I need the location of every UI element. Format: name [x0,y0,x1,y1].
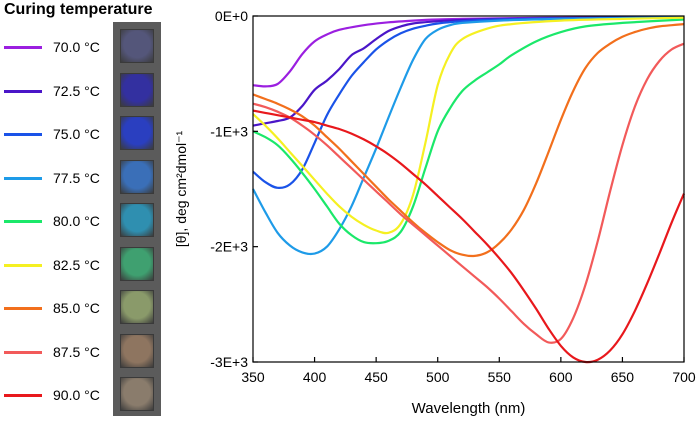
legend-entry: 82.5 °C [2,255,114,275]
y-tick-label: 0E+0 [215,8,248,24]
legend-label: 80.0 °C [53,213,100,229]
legend-entry: 80.0 °C [2,211,114,231]
series-line-3 [252,16,685,256]
series-line-6 [252,23,685,258]
series-line-7 [252,42,685,344]
x-axis-label: Wavelength (nm) [412,400,526,417]
legend-label: 70.0 °C [53,39,100,55]
legend-label: 72.5 °C [53,82,100,99]
legend-entry: 77.5 °C [2,168,114,188]
series-line-2 [252,16,685,189]
sample-photo [120,203,154,237]
sample-photo [120,377,154,411]
sample-photo [120,72,154,107]
plot-frame [252,15,685,363]
x-tick-label: 600 [549,369,573,385]
x-tick-label: 650 [611,369,635,385]
legend-line [4,350,42,354]
legend-line [4,89,42,93]
legend-line [4,263,42,267]
sample-photo [120,159,154,194]
legend-line [4,220,42,223]
sample-photo [120,29,154,63]
legend-line [4,176,42,180]
x-tick-label: 450 [364,369,388,385]
y-tick-label: -3E+3 [210,354,248,370]
x-tick-label: 350 [241,369,265,385]
sample-photo [120,246,154,281]
series-line-8 [252,109,686,364]
sample-photo [120,116,154,150]
legend-entry: 90.0 °C [2,385,114,405]
legend-label: 87.5 °C [53,343,100,360]
sample-photo-strip [113,22,161,416]
x-tick-label: 700 [672,369,696,385]
legend-entry: 72.5 °C [2,81,114,101]
legend-label: 82.5 °C [53,256,100,273]
legend-label: 75.0 °C [53,126,100,142]
x-tick-label: 400 [303,369,327,385]
legend-entry: 85.0 °C [2,298,114,318]
y-tick-label: -1E+3 [210,123,248,139]
legend-entry: 70.0 °C [2,37,114,57]
legend-line [4,307,42,310]
series-line-1 [252,16,685,127]
legend-line [4,394,42,397]
series-line-0 [252,16,685,88]
sample-photo [120,333,154,368]
x-tick-label: 550 [488,369,512,385]
x-tick-label: 500 [426,369,450,385]
series-line-4 [252,18,685,245]
legend-title: Curing temperature [4,1,153,18]
y-tick-label: -2E+3 [210,239,248,255]
y-axis-label: [θ], deg cm²dmol⁻¹ [173,131,189,248]
legend-label: 77.5 °C [53,169,100,186]
legend-label: 85.0 °C [53,300,100,316]
legend-entry: 75.0 °C [2,124,114,144]
legend-entry: 87.5 °C [2,342,114,362]
legend-line [4,46,42,49]
series-line-5 [252,16,685,235]
legend-label: 90.0 °C [53,387,100,403]
sample-photo [120,290,154,324]
legend-line [4,133,42,136]
